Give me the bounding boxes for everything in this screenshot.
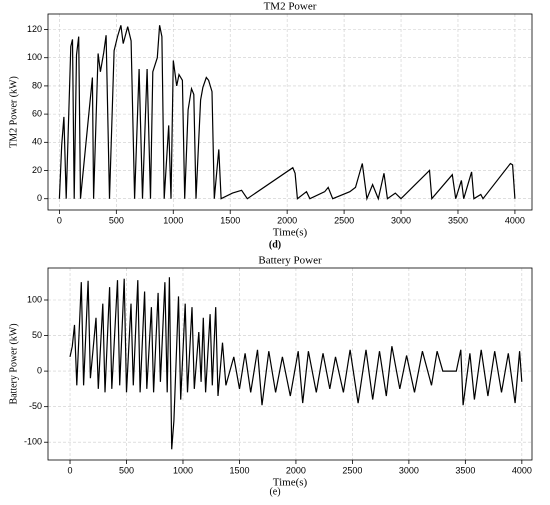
y-tick-label: 0	[37, 365, 42, 375]
caption: (d)	[269, 239, 281, 250]
x-tick-label: 2500	[334, 215, 354, 225]
x-tick-label: 2500	[342, 465, 362, 475]
y-tick-label: -100	[24, 437, 42, 447]
y-tick-label: 120	[27, 24, 42, 34]
plot-frame	[47, 267, 533, 461]
x-tick-label: 3500	[448, 215, 468, 225]
y-tick-label: 80	[32, 80, 42, 90]
x-tick-label: 0	[68, 465, 73, 475]
y-tick-label: 100	[27, 52, 42, 62]
x-tick-label: 500	[109, 215, 124, 225]
y-tick-label: 20	[32, 165, 42, 175]
data-line	[69, 277, 523, 450]
x-tick-label: 3000	[399, 465, 419, 475]
x-axis-label: Time(s)	[273, 227, 308, 239]
x-tick-label: 4000	[505, 215, 525, 225]
x-tick-label: 1000	[173, 465, 193, 475]
x-tick-label: 4000	[512, 465, 532, 475]
y-tick-label: 50	[32, 330, 42, 340]
y-tick-label: -50	[29, 401, 42, 411]
x-tick-label: 3500	[455, 465, 475, 475]
x-axis-label: Time(s)	[273, 477, 308, 489]
data-line	[58, 25, 516, 202]
y-tick-label: 40	[32, 137, 42, 147]
x-tick-label: 500	[119, 465, 134, 475]
caption: (e)	[269, 486, 280, 497]
x-tick-label: 2000	[277, 215, 297, 225]
x-tick-label: 1000	[163, 215, 183, 225]
y-axis-label: Battery Power (kW)	[8, 323, 19, 404]
x-tick-label: 1500	[220, 215, 240, 225]
y-tick-label: 0	[37, 193, 42, 203]
x-tick-label: 1500	[229, 465, 249, 475]
chart-title: TM2 Power	[264, 1, 317, 13]
x-tick-label: 2000	[286, 465, 306, 475]
chart-title: Battery Power	[258, 255, 322, 267]
y-tick-label: 100	[27, 294, 42, 304]
y-axis-label: TM2 Power (kW)	[8, 76, 19, 148]
x-tick-label: 3000	[391, 215, 411, 225]
x-tick-label: 0	[57, 215, 62, 225]
y-tick-label: 60	[32, 108, 42, 118]
plot-frame	[47, 13, 533, 211]
